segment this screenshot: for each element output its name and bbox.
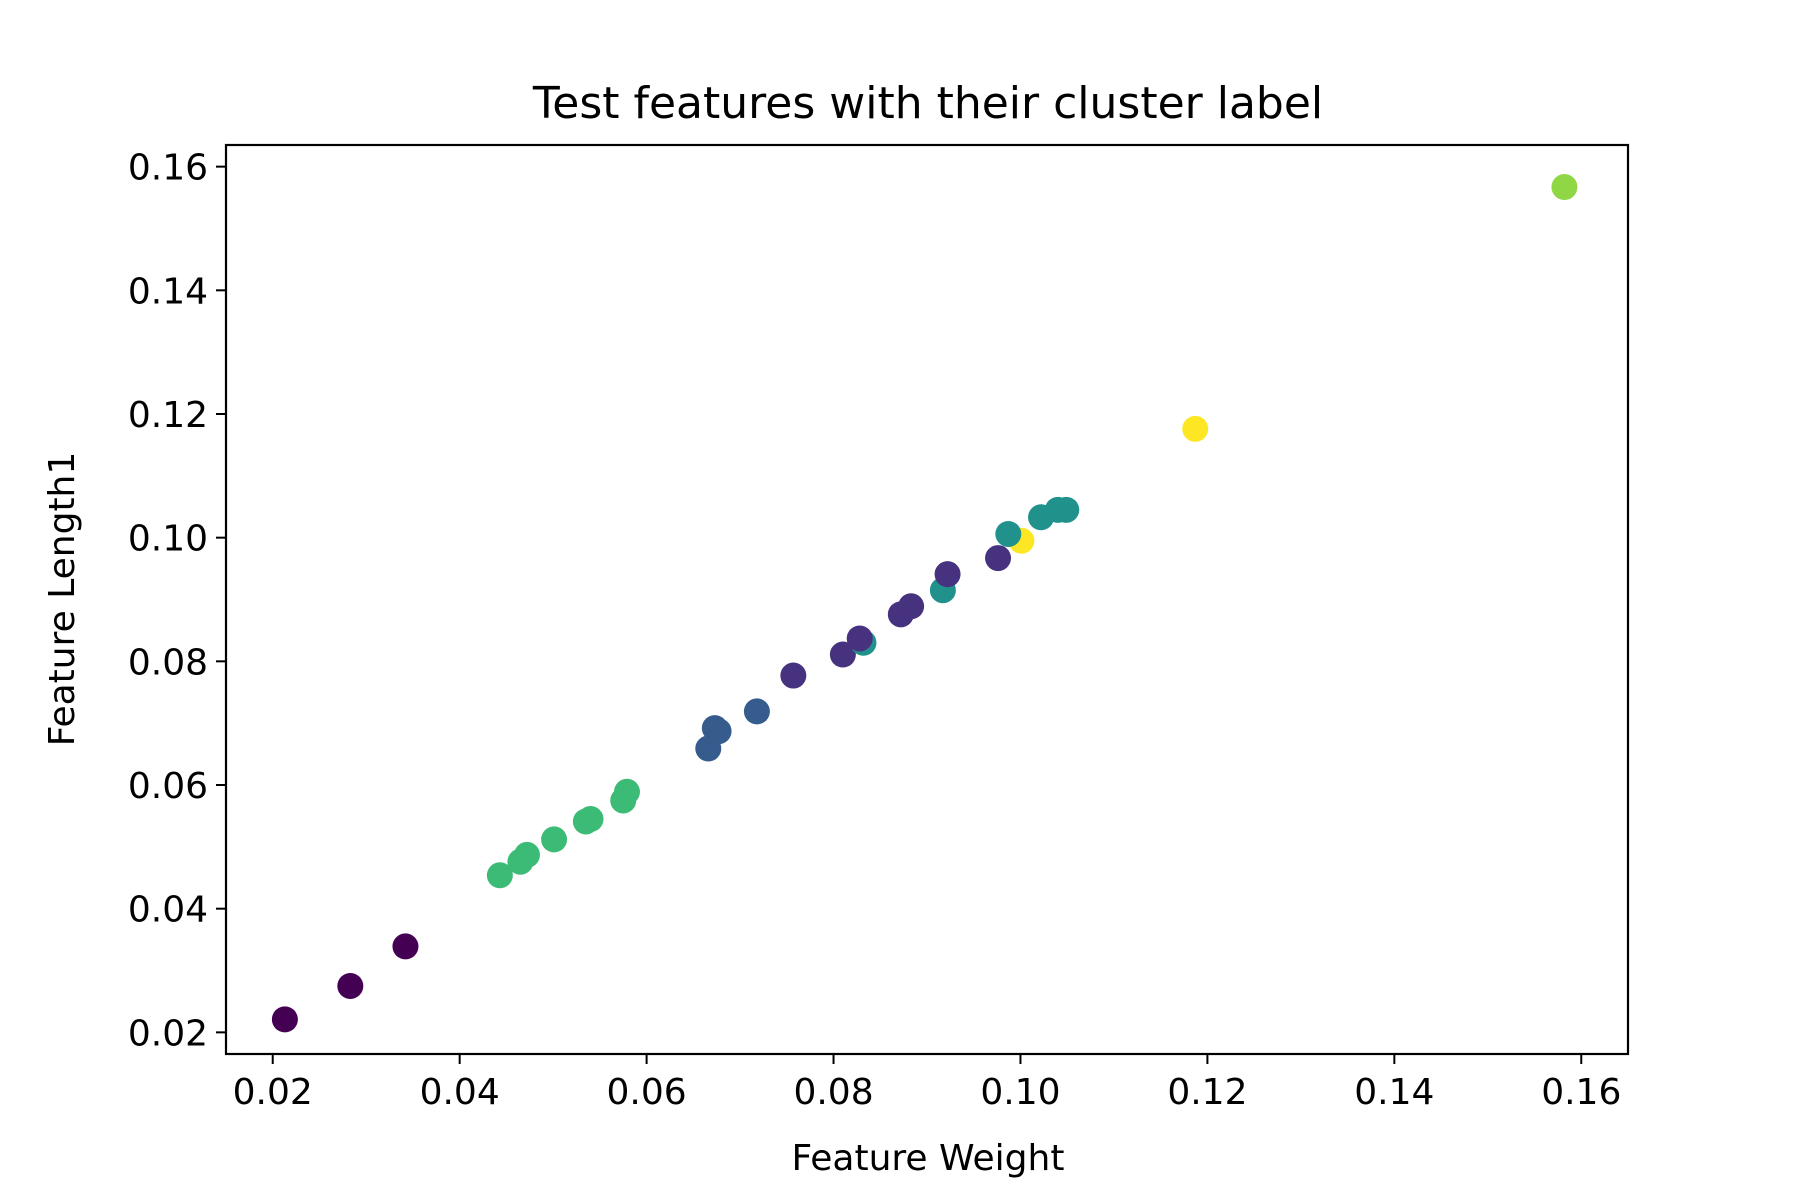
data-point-18 xyxy=(846,625,873,652)
data-point-29 xyxy=(1182,415,1209,442)
y-axis-label: Feature Length1 xyxy=(42,452,83,747)
data-point-13 xyxy=(705,718,732,745)
x-tick-label: 0.10 xyxy=(980,1072,1060,1113)
x-axis: 0.02 0.04 0.06 0.08 0.10 0.12 0.14 0.16 xyxy=(233,1054,1621,1113)
data-point-2 xyxy=(392,933,419,960)
x-tick-label: 0.16 xyxy=(1541,1072,1621,1113)
data-point-5 xyxy=(513,841,540,868)
data-point-25 xyxy=(995,520,1022,547)
x-tick-label: 0.14 xyxy=(1354,1072,1434,1113)
data-point-3 xyxy=(486,862,513,889)
data-point-0 xyxy=(271,1006,298,1033)
x-tick-label: 0.02 xyxy=(233,1072,313,1113)
y-tick-label: 0.10 xyxy=(128,519,208,560)
data-point-20 xyxy=(898,593,925,620)
data-point-28 xyxy=(1053,496,1080,523)
plot-area-frame xyxy=(224,143,1630,1056)
x-tick-label: 0.06 xyxy=(607,1072,687,1113)
data-point-1 xyxy=(337,972,364,999)
data-point-8 xyxy=(577,806,604,833)
data-point-23 xyxy=(985,545,1012,572)
data-point-6 xyxy=(541,826,568,853)
y-tick-label: 0.14 xyxy=(128,271,208,312)
data-point-22 xyxy=(934,561,961,588)
y-tick-label: 0.02 xyxy=(128,1013,208,1054)
y-tick-label: 0.12 xyxy=(128,395,208,436)
points-layer xyxy=(271,174,1578,1033)
y-axis: 0.02 0.04 0.06 0.08 0.10 0.12 0.14 0.16 xyxy=(128,148,226,1054)
data-point-10 xyxy=(613,778,640,805)
y-tick-label: 0.04 xyxy=(128,890,208,931)
chart-title: Test features with their cluster label xyxy=(532,78,1323,129)
y-tick-label: 0.06 xyxy=(128,766,208,807)
data-point-14 xyxy=(743,698,770,725)
data-point-30 xyxy=(1551,174,1578,201)
y-tick-label: 0.08 xyxy=(128,642,208,683)
data-point-15 xyxy=(780,662,807,689)
x-tick-label: 0.08 xyxy=(793,1072,873,1113)
x-tick-label: 0.12 xyxy=(1167,1072,1247,1113)
x-axis-label: Feature Weight xyxy=(792,1138,1065,1179)
x-tick-label: 0.04 xyxy=(420,1072,500,1113)
data-point-16 xyxy=(829,641,856,668)
y-tick-label: 0.16 xyxy=(128,148,208,189)
